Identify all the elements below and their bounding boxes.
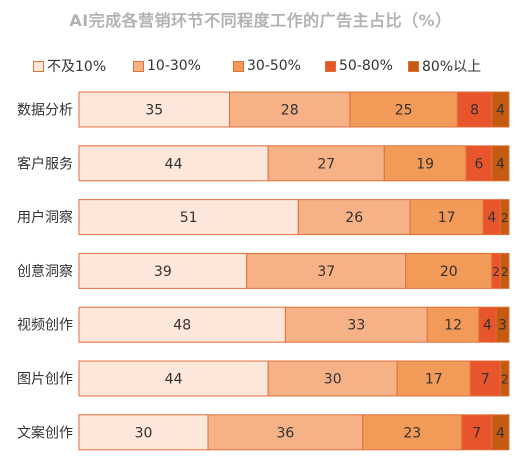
- data-label: 51: [180, 210, 198, 226]
- bar-segment: [499, 199, 510, 236]
- data-label: 7: [472, 425, 481, 441]
- category-label: 用户洞察: [17, 209, 73, 226]
- legend-swatch: [325, 60, 336, 72]
- bar-segment: [495, 306, 510, 343]
- bar-segment: [383, 145, 467, 182]
- data-label: 8: [470, 103, 479, 119]
- bar-segment: [491, 145, 510, 182]
- bar-segment: [229, 91, 351, 128]
- data-label: 4: [496, 156, 505, 172]
- data-label: 2: [501, 265, 509, 279]
- data-label: 30: [324, 372, 342, 388]
- legend-item-2: 30-50%: [233, 56, 301, 76]
- data-label: 39: [154, 264, 172, 280]
- legend-item-3: 50-80%: [325, 56, 393, 76]
- category-label: 视频创作: [17, 318, 73, 334]
- legend-item-0: 不及10%: [33, 56, 106, 76]
- legend-label: 10-30%: [147, 58, 201, 74]
- data-label: 4: [487, 210, 496, 226]
- data-label: 4: [496, 103, 505, 119]
- bar-segment: [78, 199, 299, 236]
- category-label: 客户服务: [17, 155, 73, 172]
- legend-swatch: [233, 60, 244, 72]
- data-label: 27: [317, 156, 335, 172]
- legend-label: 不及10%: [47, 59, 107, 75]
- data-label: 19: [416, 156, 434, 172]
- bar-segment: [207, 414, 364, 451]
- data-label: 12: [444, 318, 462, 334]
- bar-segment: [362, 414, 463, 451]
- chart-legend: 不及10% 10-30% 30-50% 50-80% 80%以上: [0, 56, 521, 76]
- data-label: 23: [403, 425, 421, 441]
- bar-segment: [246, 252, 407, 289]
- bar-segment: [78, 145, 269, 182]
- bar-segment: [491, 91, 510, 128]
- legend-label: 50-80%: [339, 58, 393, 74]
- data-label: 4: [496, 425, 505, 441]
- data-label: 33: [347, 318, 365, 334]
- bar-segment: [499, 252, 510, 289]
- data-label: 25: [395, 103, 413, 119]
- data-label: 48: [173, 318, 191, 334]
- bar-segment: [78, 306, 286, 343]
- category-label: 图片创作: [17, 372, 73, 388]
- bar-segment: [465, 145, 493, 182]
- data-label: 28: [281, 103, 299, 119]
- data-label: 6: [474, 156, 483, 172]
- data-label: 44: [165, 372, 183, 388]
- bar-segment: [267, 360, 398, 397]
- bar-segment: [267, 145, 385, 182]
- data-label: 7: [481, 372, 490, 388]
- legend-swatch: [33, 60, 44, 72]
- chart-title: AI完成各营销环节不同程度工作的广告主占比（%）: [69, 11, 452, 30]
- data-label: 17: [438, 210, 456, 226]
- data-label: 36: [276, 425, 294, 441]
- category-label: 文案创作: [17, 424, 73, 441]
- category-label: 创意洞察: [17, 263, 73, 280]
- data-label: 17: [425, 372, 443, 388]
- bar-segment: [284, 306, 428, 343]
- legend-swatch: [408, 60, 419, 72]
- data-label: 30: [135, 425, 153, 441]
- bar-segment: [461, 414, 493, 451]
- bar-segment: [426, 306, 480, 343]
- bar-segment: [78, 414, 209, 451]
- category-label: 数据分析: [17, 103, 73, 119]
- bar-segment: [396, 360, 471, 397]
- bar-segment: [469, 360, 501, 397]
- data-label: 2: [501, 373, 509, 387]
- bar-segment: [78, 252, 248, 289]
- legend-item-1: 10-30%: [133, 56, 201, 76]
- data-label: 2: [492, 265, 500, 279]
- bar-segment: [409, 199, 484, 236]
- data-label: 26: [345, 210, 363, 226]
- data-label: 20: [440, 264, 458, 280]
- data-label: 4: [483, 318, 492, 334]
- data-label: 37: [317, 264, 335, 280]
- bar-segment: [297, 199, 411, 236]
- bar-segment: [499, 360, 510, 397]
- legend-swatch: [133, 60, 144, 72]
- data-label: 44: [165, 156, 183, 172]
- bar-segment: [78, 360, 269, 397]
- data-label: 35: [145, 103, 163, 119]
- legend-item-4: 80%以上: [408, 56, 481, 76]
- data-label: 3: [498, 318, 507, 334]
- legend-label: 80%以上: [422, 59, 482, 75]
- bar-segment: [491, 414, 510, 451]
- data-label: 2: [501, 211, 509, 225]
- legend-label: 30-50%: [247, 58, 301, 74]
